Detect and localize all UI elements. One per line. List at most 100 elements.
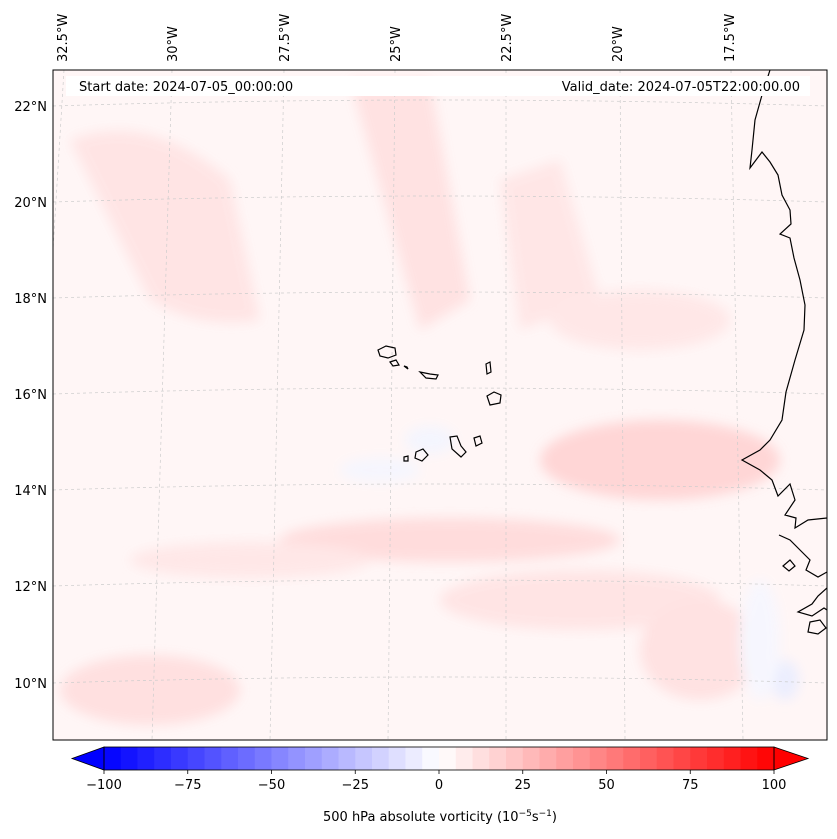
lat-label-10n: 10°N [14,677,47,692]
colorbar-cell [589,747,607,770]
colorbar-tick-label: −25 [342,778,369,793]
island-boa-vista [486,391,502,406]
colorbar-tick-label: −100 [86,778,122,793]
vorticity-patch [280,518,620,562]
colorbar-cell [556,747,574,770]
colorbar-cell [171,747,189,770]
vorticity-patch [500,160,600,330]
colorbar-cell [656,747,674,770]
colorbar-cell [690,747,708,770]
colorbar-cell [372,747,390,770]
lat-label-16n: 16°N [14,388,47,403]
colorbar-label-main: 500 hPa absolute vorticity (10 [323,810,519,825]
header-box [66,76,810,96]
colorbar-cells [104,747,775,770]
colorbar-cell [723,747,741,770]
coast-mauritania-senegal [740,70,827,530]
colorbar-cell [271,747,289,770]
colorbar-cell [707,747,725,770]
island-brava [403,455,409,462]
colorbar-cell [238,747,256,770]
lat-label-18n: 18°N [14,292,47,307]
colorbar-tick-label: 50 [598,778,615,793]
colorbar-cell [539,747,557,770]
lat-label-20n: 20°N [14,196,47,211]
colorbar-cell [455,747,473,770]
vorticity-patch [60,655,240,725]
colorbar-cell [439,747,457,770]
colorbar-cell [405,747,423,770]
colorbar-cell [489,747,507,770]
colorbar-label-exponent: −1 [539,809,552,819]
lon-label-27-5w: 27.5°W [278,14,293,62]
lon-label-22-5w: 22.5°W [500,14,515,62]
colorbar-cell [740,747,758,770]
colorbar-cell [254,747,272,770]
colorbar-cell [338,747,356,770]
coastline-cape-verde [377,345,502,462]
island-sal [485,361,492,375]
vorticity-patch [130,542,370,578]
colorbar-tick-label: 25 [514,778,531,793]
island-santo-antao [377,345,397,359]
island-santa-luzia [403,365,409,370]
colorbar-cell [221,747,239,770]
colorbar-cell [355,747,373,770]
colorbar-cell [673,747,691,770]
island-maio [473,435,483,447]
map-frame [52,69,828,741]
gridline [730,69,744,741]
colorbar-cell [422,747,440,770]
colorbar-cell [288,747,306,770]
colorbar-tick-label: 75 [682,778,699,793]
colorbar-label: 500 hPa absolute vorticity (10−5s−1) [323,809,557,825]
coast-guinea [796,587,827,617]
lon-label-30w: 30°W [166,26,181,62]
colorbar-cell [757,747,775,770]
lat-label-22n: 22°N [14,100,47,115]
gridline [619,69,626,741]
colorbar-tick-label: 0 [435,778,443,793]
colorbar-cell [522,747,540,770]
start-date-label: Start date: 2024-07-05_00:00:00 [79,80,293,95]
gridline [269,69,285,741]
island-sao-vicente [389,359,400,367]
colorbar-cell [137,747,155,770]
colorbar-cell [606,747,624,770]
colorbar-cell [506,747,524,770]
vorticity-patch [771,660,799,700]
colorbar-cell [204,747,222,770]
gridline [151,69,173,741]
colorbar-label-exponent: −5 [519,809,532,819]
colorbar: −100 −75 −50 −25 0 25 50 75 100 500 hPa absolute… [70,746,810,825]
gridline [52,579,828,587]
colorbar-cell [640,747,658,770]
colorbar-cell [321,747,339,770]
gridlines [52,69,828,741]
longitude-labels: 32.5°W 30°W 27.5°W 25°W 22.5°W 20°W 17.5… [56,14,738,62]
lon-label-20w: 20°W [611,26,626,62]
valid-date-label: Valid_date: 2024-07-05T22:00:00.00 [562,80,800,95]
island-bijagos [782,559,796,572]
lat-label-12n: 12°N [14,580,47,595]
colorbar-cell [472,747,490,770]
colorbar-tick-label: −75 [174,778,201,793]
vorticity-patch [540,420,780,500]
colorbar-tick-label: −50 [258,778,285,793]
map-panel: Start date: 2024-07-05_00:00:00 Valid_da… [52,69,828,741]
island-fogo [414,448,429,462]
lon-label-25w: 25°W [389,26,404,62]
vorticity-patch [640,600,760,700]
coast-guinea-bissau [778,534,827,578]
colorbar-label-close: ) [552,810,557,825]
island-santiago [449,435,467,458]
vorticity-patch [405,426,455,454]
vorticity-patch [550,290,730,350]
colorbar-tick-label: 100 [762,778,787,793]
gridline [52,387,828,395]
gridline [52,99,828,107]
gridline [52,676,828,684]
gridline [52,195,828,203]
vorticity-patch [440,570,720,630]
